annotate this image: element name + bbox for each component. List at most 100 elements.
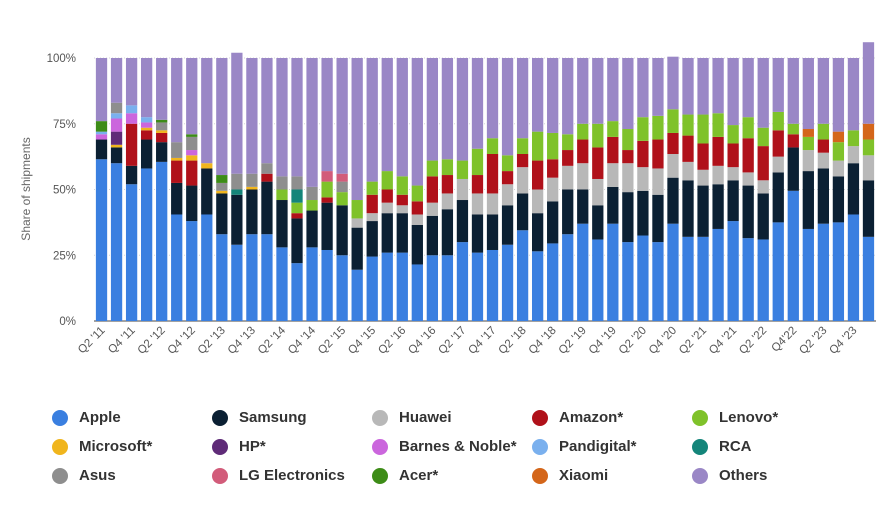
bar-segment <box>351 269 363 321</box>
bar-segment <box>847 163 860 215</box>
bar-segment <box>652 115 664 140</box>
bar-segment <box>140 122 153 128</box>
legend-label: LG Electronics <box>239 467 345 484</box>
legend-label: Huawei <box>399 409 452 426</box>
bar-segment <box>697 143 709 170</box>
bar-segment <box>652 58 664 116</box>
bar-segment <box>306 247 318 321</box>
bar-segment <box>787 190 799 321</box>
bar-segment <box>486 193 499 215</box>
bar-segment <box>426 215 439 256</box>
bar-segment <box>652 139 664 169</box>
bar-segment <box>577 223 589 321</box>
bar-segment <box>291 202 303 214</box>
bar-segment <box>426 202 439 216</box>
legend-marker <box>532 409 548 426</box>
bar-segment <box>667 177 679 224</box>
legend-marker <box>372 438 388 455</box>
bar-segment <box>862 123 875 140</box>
legend-item[interactable]: Apple <box>52 408 212 427</box>
bar-segment <box>140 139 153 169</box>
bar-segment <box>231 194 243 245</box>
bar-segment <box>366 181 378 195</box>
bar-segment <box>682 236 694 321</box>
x-tick-label: Q4 '21 <box>707 325 739 357</box>
legend-item[interactable]: Barnes & Noble* <box>372 437 532 456</box>
legend-item[interactable]: Others <box>692 466 852 485</box>
bar-segment <box>727 58 739 126</box>
bar-segment <box>501 205 514 245</box>
bar-segment <box>742 58 754 118</box>
x-tick-label: Q2 '17 <box>436 325 468 357</box>
bar-segment <box>186 136 198 151</box>
legend-item[interactable]: Samsung <box>212 408 372 427</box>
legend-label: RCA <box>719 438 752 455</box>
bar-segment <box>757 127 769 147</box>
legend-item[interactable]: Huawei <box>372 408 532 427</box>
legend-item[interactable]: LG Electronics <box>212 466 372 485</box>
bar-segment <box>366 256 378 321</box>
x-tick-label: Q4 '16 <box>406 325 438 357</box>
bar-segment <box>652 194 664 243</box>
bar-segment <box>216 234 228 321</box>
bar-segment <box>697 169 709 186</box>
bar-segment <box>456 160 469 179</box>
bar-segment <box>742 117 754 139</box>
bar-segment <box>261 234 273 321</box>
bar-segment <box>336 173 348 182</box>
bar-segment <box>95 121 108 132</box>
bar-segment <box>667 153 679 178</box>
bar-segment <box>366 221 378 257</box>
legend-item[interactable]: RCA <box>692 437 852 456</box>
bar-segment <box>682 180 694 237</box>
bar-segment <box>757 58 769 128</box>
bar-segment <box>186 155 198 161</box>
bar-segment <box>531 58 544 132</box>
legend-label: Apple <box>79 409 121 426</box>
bar-segment <box>366 194 378 214</box>
bar-segment <box>516 138 529 154</box>
legend-item[interactable]: Asus <box>52 466 212 485</box>
bar-segment <box>531 131 544 161</box>
bar-segment <box>727 221 739 321</box>
x-tick-label: Q4 '13 <box>226 325 258 357</box>
legend-item[interactable]: Amazon* <box>532 408 692 427</box>
bar-segment <box>607 186 619 224</box>
legend-item[interactable]: Pandigital* <box>532 437 692 456</box>
bar-segment <box>501 58 514 156</box>
x-tick-label: Q2 '23 <box>797 325 829 357</box>
bar-segment <box>411 201 423 215</box>
bar-segment <box>562 165 574 190</box>
bar-segment <box>276 58 288 177</box>
legend-item[interactable]: Xiaomi <box>532 466 692 485</box>
bar-segment <box>787 123 799 135</box>
legend-item[interactable]: Microsoft* <box>52 437 212 456</box>
bar-segment <box>95 159 108 321</box>
legend-label: HP* <box>239 438 266 455</box>
bar-segment <box>110 118 123 132</box>
legend-item[interactable]: Lenovo* <box>692 408 852 427</box>
bar-segment <box>742 185 754 239</box>
bar-segment <box>321 202 333 250</box>
bar-segment <box>231 244 243 321</box>
legend-item[interactable]: Acer* <box>372 466 532 485</box>
bar-segment <box>171 160 183 183</box>
bar-segment <box>246 234 258 321</box>
legend-item[interactable]: HP* <box>212 437 372 456</box>
bar-segment <box>712 136 724 166</box>
bar-segment <box>456 178 469 201</box>
bar-segment <box>110 147 123 164</box>
bar-segment <box>817 58 830 124</box>
legend-marker <box>692 409 708 426</box>
x-tick-label: Q4 '23 <box>827 325 859 357</box>
bar-segment <box>381 202 393 214</box>
bar-segment <box>366 58 378 182</box>
bar-segment <box>592 178 604 206</box>
legend-label: Pandigital* <box>559 438 637 455</box>
x-tick-label: Q4 '20 <box>647 325 679 357</box>
bar-segment <box>201 163 213 169</box>
bar-segment <box>156 58 168 120</box>
y-axis-ticks: 0% 25% 50% 75% 100% <box>47 53 76 328</box>
bar-segment <box>772 172 784 223</box>
